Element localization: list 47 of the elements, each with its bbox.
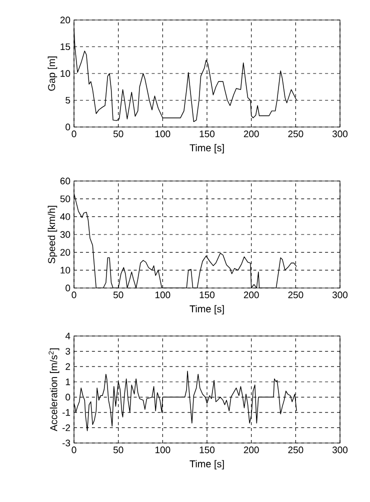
x-tick-label: 100	[155, 446, 170, 454]
y-tick-label: 30	[60, 231, 70, 238]
y-tick-label: 15	[60, 43, 70, 50]
x-tick-label: 50	[113, 292, 124, 298]
x-tick-label: 250	[288, 292, 304, 298]
y-tick-label: -3	[62, 440, 70, 446]
x-tick-label: 300	[332, 292, 348, 298]
y-tick-label: 0	[66, 284, 70, 292]
x-tick-label: 250	[288, 130, 304, 138]
y-tick-label: 20	[60, 248, 70, 256]
y-tick-label: 40	[60, 213, 70, 220]
x-axis-title: Time [s]	[190, 305, 224, 314]
x-tick-label: 150	[200, 130, 215, 138]
x-tick-label: 50	[113, 446, 124, 454]
y-tick-label: 1	[66, 378, 70, 386]
x-tick-label: 0	[72, 130, 76, 138]
x-tick-label: 100	[155, 130, 170, 138]
y-tick-label: 2	[66, 363, 70, 370]
y-tick-label: 60	[60, 178, 70, 184]
x-axis-title: Time [s]	[190, 144, 224, 154]
y-tick-label: 20	[60, 16, 70, 24]
y-axis-title: Acceleration [m/s$^{2}$]	[48, 348, 60, 432]
y-tick-label: 4	[65, 332, 70, 340]
x-tick-label: 300	[332, 130, 348, 138]
y-tick-label: 0	[66, 124, 70, 130]
x-tick-label: 150	[200, 292, 215, 298]
x-tick-label: 100	[155, 292, 170, 298]
x-axis-title: Time [s]	[190, 460, 224, 470]
y-tick-label: 10	[60, 70, 70, 77]
y-axis-title: Gap [m]	[48, 56, 58, 91]
x-tick-label: 50	[113, 130, 124, 138]
y-tick-label: 0	[66, 394, 70, 400]
y-tick-label: -2	[62, 424, 70, 432]
x-tick-label: 150	[200, 446, 215, 454]
x-tick-label: 0	[72, 292, 76, 298]
y-axis-title: Speed [km/h]	[48, 206, 58, 264]
x-tick-label: 300	[332, 446, 348, 454]
y-tick-label: 10	[60, 266, 70, 274]
y-tick-label: 5	[66, 96, 70, 104]
x-tick-label: 200	[244, 130, 259, 138]
y-tick-label: -1	[62, 409, 70, 416]
x-tick-label: 200	[244, 446, 259, 454]
x-tick-label: 200	[244, 292, 259, 298]
y-tick-label: 3	[66, 348, 70, 355]
x-tick-label: 0	[72, 446, 76, 454]
y-tick-label: 50	[60, 195, 70, 202]
x-tick-label: 250	[288, 446, 304, 454]
